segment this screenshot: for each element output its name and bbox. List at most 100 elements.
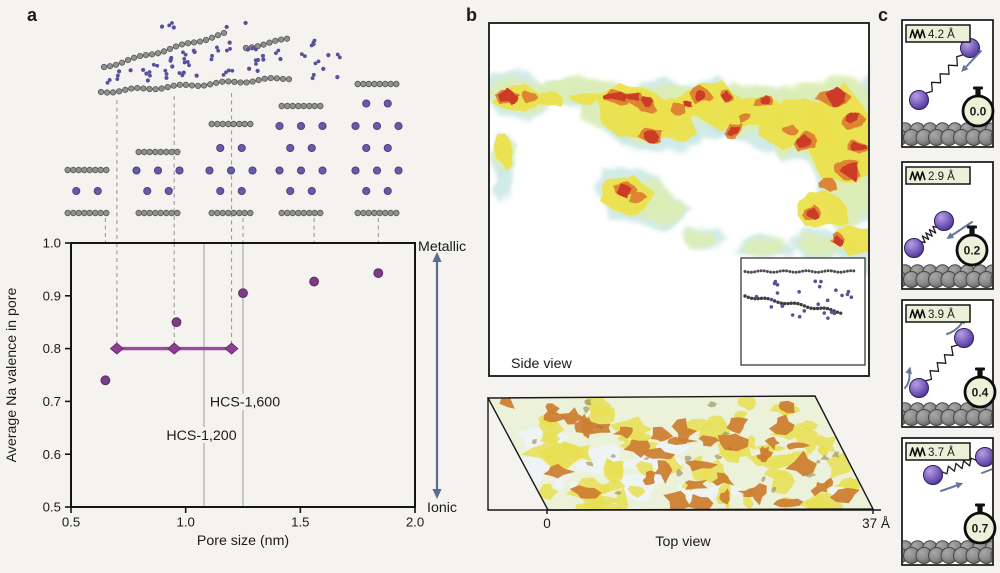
carbon-sheet-atom — [97, 88, 105, 96]
olive-speck — [806, 473, 816, 478]
side-view-label: Side view — [511, 356, 572, 372]
density-red — [495, 87, 866, 246]
olive-speck — [727, 446, 733, 451]
orange-blob — [642, 470, 656, 485]
top-view-density-map — [488, 396, 873, 510]
carbon-sheet-atom — [164, 84, 171, 91]
carbon-sheet-atom — [249, 78, 256, 85]
na-ion-dot — [105, 80, 110, 85]
sheet-atom — [317, 102, 324, 110]
sheet-atom — [365, 209, 372, 217]
scatter-point — [238, 288, 248, 299]
na-atom — [286, 143, 295, 153]
sheet-atom — [219, 209, 226, 217]
inset-sheet-atom — [759, 269, 763, 273]
na-ion-dot — [210, 53, 214, 58]
density-red-blob — [725, 125, 740, 136]
structure-inset — [740, 257, 866, 366]
na-ion-dot — [247, 66, 252, 71]
sheet-atom — [236, 209, 243, 217]
sheet-atom — [300, 102, 307, 110]
carbon-sheet-atom — [196, 38, 204, 45]
inset-sheet-atom — [763, 296, 767, 300]
inset-sheet-atom — [786, 301, 790, 306]
na-ion-dot — [171, 25, 176, 30]
carbon-sheet-atom — [103, 89, 111, 96]
inset-na-dot — [819, 279, 823, 284]
na-atom — [934, 211, 954, 231]
density-orange-blob — [627, 190, 648, 202]
panel-a: 1.0 0.9 0.8 0.7 0.6 0.50.5 1.0 1.5 2.0 Pore size… — [4, 20, 466, 549]
carbon-sheet-atom — [148, 51, 156, 58]
carbon-atom-front — [978, 409, 992, 426]
na-atom — [954, 328, 974, 348]
sheet-atom — [236, 120, 243, 128]
carbon-sheet-atom — [140, 85, 147, 92]
sheet-atom — [92, 166, 99, 174]
density-red-blob — [694, 91, 707, 102]
carbon-sheet-atom — [285, 76, 293, 83]
na-atom — [351, 121, 360, 131]
top-view-label: Top view — [655, 534, 711, 550]
orange-blob — [698, 435, 720, 447]
inset-na-dot — [840, 293, 844, 298]
snapshot-frame: 2.9 Å 0.2 — [901, 161, 994, 290]
na-ion-dot — [276, 48, 281, 53]
na-ion-dot — [185, 60, 190, 64]
top-view-fill — [488, 396, 873, 510]
na-ion-dot — [182, 60, 187, 65]
inset-sheet-atom — [792, 301, 797, 305]
panel-c: 4.2 Å 0.0 2.9 Å 0.2 3.9 Å 0.4 3.7 Å 0.7 — [901, 19, 997, 566]
inset-na-dot — [817, 284, 822, 289]
snapshot-frame: 4.2 Å 0.0 — [901, 19, 995, 148]
na-atom — [275, 121, 284, 131]
inset-sheet-atom — [807, 269, 811, 273]
inset-sheet-atom — [778, 269, 782, 273]
stopwatch-stem — [975, 89, 981, 95]
sheet-atom — [376, 209, 383, 217]
sheet-atom — [230, 209, 237, 217]
carbon-sheet-atom — [152, 86, 159, 93]
sheet-atom — [168, 148, 175, 156]
inset-sheet-atom — [772, 270, 776, 274]
motion-arrow — [950, 221, 973, 237]
na-atom — [909, 378, 929, 398]
panel-b: Side view 0 37 Å Top view — [486, 22, 890, 550]
inset-na-dot — [780, 304, 785, 308]
sheet-atom — [311, 102, 318, 110]
spring-bond — [925, 344, 958, 382]
carbon-sheet-atom — [118, 59, 126, 66]
carbon-sheet-atom — [279, 75, 287, 83]
inset-na-dot — [775, 283, 780, 287]
carbon-sheet-atom — [124, 57, 132, 64]
carbon-sheet-atom — [213, 79, 220, 86]
na-ion-dot — [278, 56, 283, 62]
sheet-atom — [146, 148, 153, 156]
guide-lines — [104, 93, 379, 343]
density-yellow-blob — [836, 226, 868, 255]
carbon-sheet-atom — [255, 77, 262, 84]
distance-tag — [905, 304, 971, 323]
yellow-blob — [795, 427, 818, 455]
motion-arrow — [964, 50, 982, 69]
spring-icon — [909, 309, 926, 319]
carbon-sheet-atom — [267, 74, 274, 82]
x-tick-label: 2.0 — [406, 515, 424, 530]
y-tick-label: 0.6 — [43, 447, 61, 462]
spring-bond — [941, 457, 977, 475]
olive-speck — [721, 431, 731, 436]
sheet-atom — [230, 120, 237, 128]
density-red-blob — [624, 92, 640, 102]
carbon-sheet-atom — [237, 79, 244, 86]
inset-na-dot — [832, 311, 837, 316]
carbon-sheet-atom — [158, 85, 165, 92]
sheet-atom — [214, 209, 221, 217]
sheet-atom — [382, 209, 389, 217]
na-ion-dot — [311, 40, 316, 45]
sheet-atom — [70, 166, 77, 174]
na-atom — [237, 143, 246, 153]
sheet-atom — [371, 209, 378, 217]
na-ion-dot — [335, 75, 340, 80]
